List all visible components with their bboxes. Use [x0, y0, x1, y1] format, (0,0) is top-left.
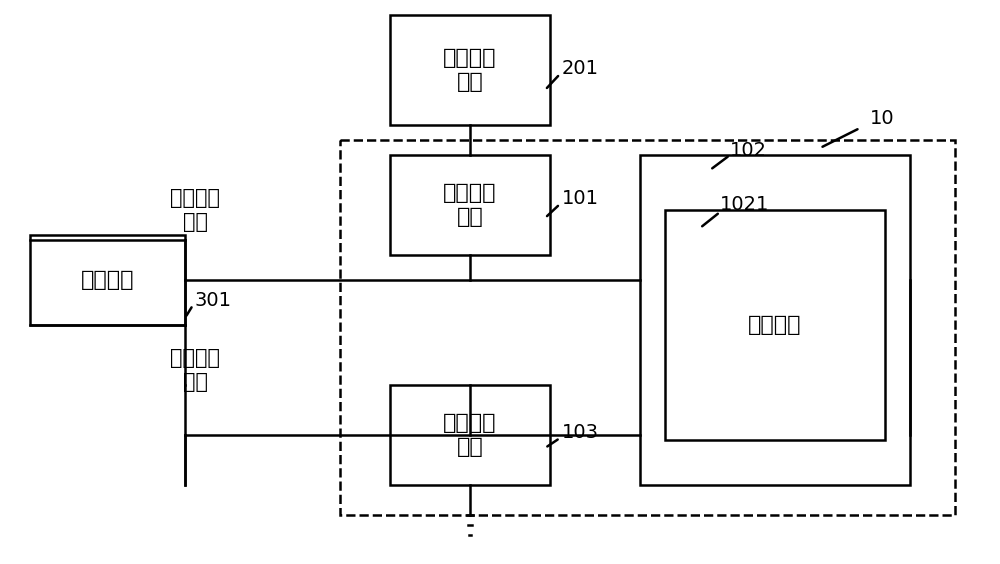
Text: 第一供電
電源: 第一供電 電源	[443, 49, 497, 91]
Text: 第二采樣
信號: 第二采樣 信號	[170, 349, 220, 391]
Bar	[665, 210, 885, 440]
Bar	[340, 140, 955, 515]
Bar	[390, 155, 550, 255]
Bar	[30, 235, 185, 325]
Bar	[390, 15, 550, 125]
Text: 10: 10	[870, 108, 895, 127]
Text: 1021: 1021	[720, 196, 769, 214]
Text: 第二分壓
支路: 第二分壓 支路	[443, 413, 497, 457]
Text: 301: 301	[195, 290, 232, 310]
Bar	[390, 385, 550, 485]
Text: 102: 102	[730, 140, 767, 160]
Text: 第一采樣
信號: 第一采樣 信號	[170, 188, 220, 232]
Text: 101: 101	[562, 188, 599, 208]
Text: 201: 201	[562, 59, 599, 77]
Text: 103: 103	[562, 422, 599, 442]
Text: 控制支路: 控制支路	[81, 270, 134, 290]
Text: 第一分壓
支路: 第一分壓 支路	[443, 183, 497, 227]
Bar	[640, 155, 910, 485]
Text: 橋絲電阻: 橋絲電阻	[748, 315, 802, 335]
